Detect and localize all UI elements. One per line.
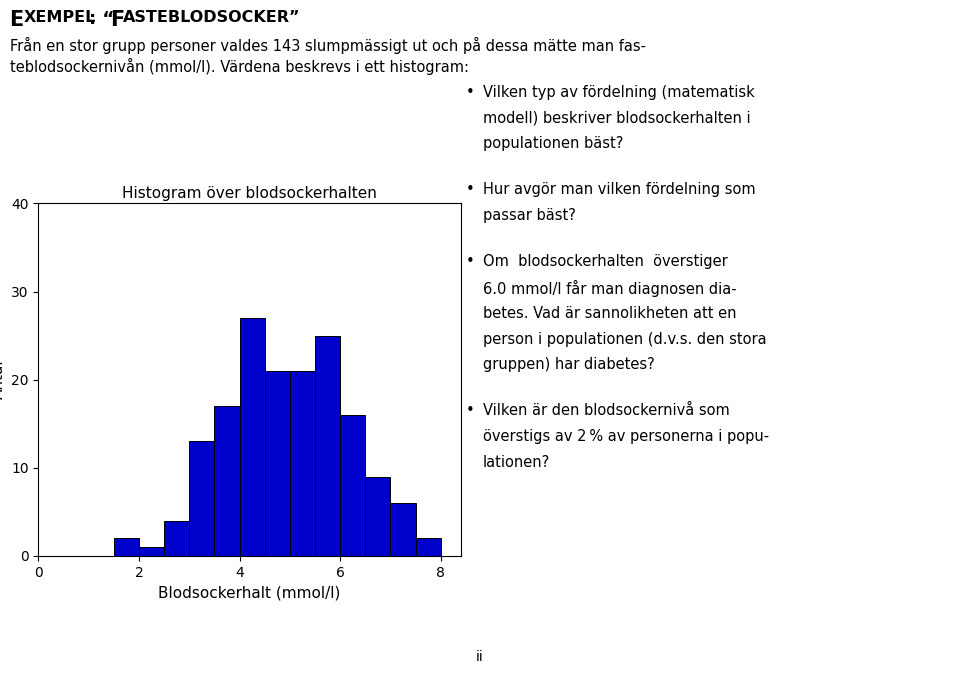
Text: ASTEBLODSOCKER”: ASTEBLODSOCKER” — [123, 10, 300, 25]
Text: ii: ii — [476, 650, 484, 664]
Bar — [189, 441, 214, 556]
Bar — [164, 521, 189, 556]
Bar — [139, 547, 164, 556]
Bar — [214, 406, 240, 556]
Bar — [365, 477, 391, 556]
Text: •: • — [466, 85, 474, 100]
Text: •: • — [466, 254, 474, 269]
Text: betes. Vad är sannolikheten att en: betes. Vad är sannolikheten att en — [483, 306, 736, 321]
Text: passar bäst?: passar bäst? — [483, 208, 576, 223]
Bar — [240, 318, 265, 556]
Text: Om  blodsockerhalten  överstiger: Om blodsockerhalten överstiger — [483, 254, 728, 269]
Title: Histogram över blodsockerhalten: Histogram över blodsockerhalten — [122, 186, 377, 201]
Text: gruppen) har diabetes?: gruppen) har diabetes? — [483, 357, 655, 372]
Text: F: F — [110, 10, 125, 30]
Text: överstigs av 2 % av personerna i popu-: överstigs av 2 % av personerna i popu- — [483, 429, 769, 444]
Text: Vilken typ av fördelning (matematisk: Vilken typ av fördelning (matematisk — [483, 85, 755, 100]
Text: : “: : “ — [89, 10, 114, 28]
Bar — [315, 336, 340, 556]
Bar — [391, 503, 416, 556]
Text: Från en stor grupp personer valdes 143 slumpmässigt ut och på dessa mätte man fa: Från en stor grupp personer valdes 143 s… — [10, 37, 645, 54]
Text: •: • — [466, 403, 474, 418]
Text: E: E — [10, 10, 24, 30]
Text: XEMPEL: XEMPEL — [24, 10, 96, 25]
Text: teblodsockernivån (mmol/l). Värdena beskrevs i ett histogram:: teblodsockernivån (mmol/l). Värdena besk… — [10, 58, 468, 75]
X-axis label: Blodsockerhalt (mmol/l): Blodsockerhalt (mmol/l) — [158, 585, 341, 600]
Text: populationen bäst?: populationen bäst? — [483, 136, 623, 151]
Text: modell) beskriver blodsockerhalten i: modell) beskriver blodsockerhalten i — [483, 111, 751, 125]
Bar — [416, 538, 441, 556]
Text: 6.0 mmol/l får man diagnosen dia-: 6.0 mmol/l får man diagnosen dia- — [483, 280, 736, 297]
Bar — [290, 371, 315, 556]
Bar — [340, 415, 365, 556]
Text: •: • — [466, 182, 474, 197]
Text: Hur avgör man vilken fördelning som: Hur avgör man vilken fördelning som — [483, 182, 756, 197]
Text: lationen?: lationen? — [483, 455, 550, 470]
Bar — [114, 538, 139, 556]
Text: person i populationen (d.v.s. den stora: person i populationen (d.v.s. den stora — [483, 332, 766, 346]
Bar — [265, 371, 290, 556]
Y-axis label: Antal: Antal — [0, 360, 6, 399]
Text: Vilken är den blodsockernivå som: Vilken är den blodsockernivå som — [483, 403, 730, 418]
